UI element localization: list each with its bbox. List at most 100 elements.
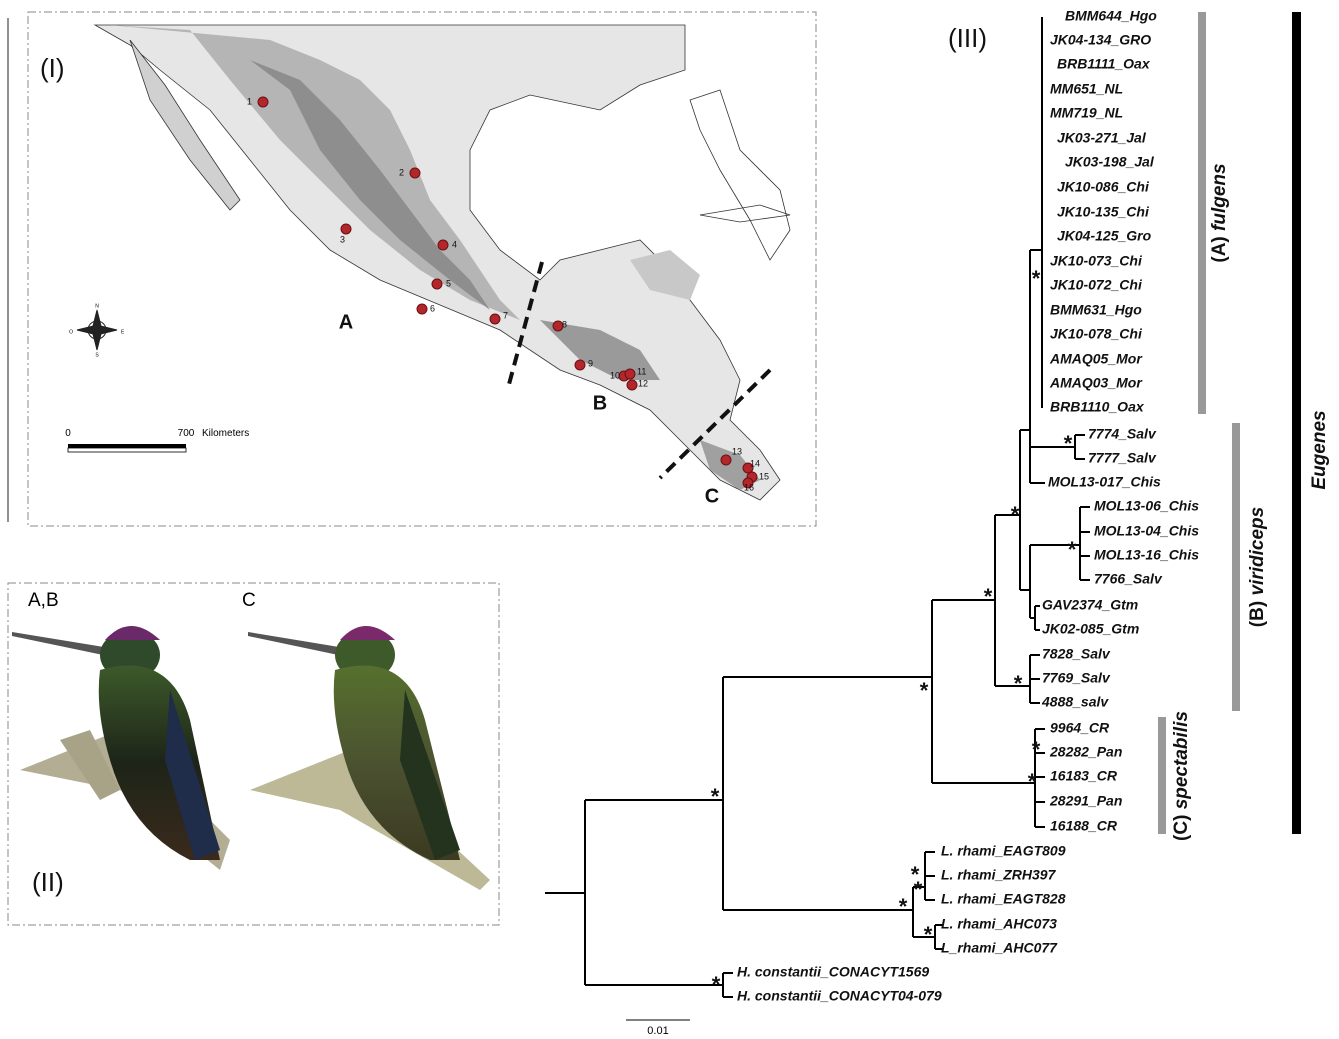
support-star: * [1011, 502, 1020, 527]
tip-label: AMAQ05_Mor [1049, 351, 1143, 367]
bird-label: C [242, 590, 256, 611]
tip-label: L_rhami_AHC077 [941, 940, 1058, 956]
figure: (I)(II)(III)ABC12345678910111213141516NE… [0, 0, 1339, 1039]
tip-label: JK04-134_GRO [1050, 32, 1151, 48]
tip-label: JK10-072_Chi [1050, 277, 1143, 293]
site-dot [625, 369, 635, 379]
site-label: 9 [588, 358, 593, 368]
clade-label: (B) viridiceps [1247, 507, 1268, 627]
support-star: * [899, 894, 908, 919]
site-label: 5 [446, 278, 451, 288]
support-star: * [712, 972, 721, 997]
site-label: 11 [637, 366, 646, 376]
scale-bar [68, 444, 186, 448]
site-label: 10 [610, 370, 620, 380]
site-dot [258, 97, 268, 107]
tip-label: 7828_Salv [1042, 646, 1111, 662]
tip-label: JK10-135_Chi [1057, 204, 1150, 220]
site-dot [627, 380, 637, 390]
clade-bar-c [1158, 717, 1166, 834]
site-dot [721, 455, 731, 465]
clade-prefix: (A) [1209, 236, 1230, 262]
tip-label: 4888_salv [1041, 694, 1109, 710]
panel-label: (III) [948, 23, 987, 53]
tip-label: MOL13-017_Chis [1048, 474, 1161, 490]
tip-label: JK10-073_Chi [1050, 253, 1143, 269]
genus-bar [1292, 12, 1301, 834]
support-star: * [924, 922, 933, 947]
support-star: * [920, 678, 929, 703]
site-label: 7 [503, 310, 508, 320]
site-label: 6 [430, 303, 435, 313]
site-label: 4 [452, 239, 457, 249]
compass-letter: N [95, 303, 99, 309]
panel-label: (I) [40, 53, 65, 83]
clade-bar-a [1198, 12, 1206, 414]
site-dot [490, 314, 500, 324]
clade-bar-b [1232, 423, 1240, 711]
tip-label: L. rhami_EAGT828 [941, 891, 1066, 907]
support-star: * [914, 877, 923, 902]
clade-name: spectabilis [1171, 711, 1192, 809]
tip-label: BRB1110_Oax [1050, 399, 1145, 415]
tip-label: 28282_Pan [1049, 744, 1122, 760]
site-label: 3 [340, 234, 345, 244]
tip-label: MOL13-16_Chis [1094, 547, 1199, 563]
clade-prefix: (C) [1171, 815, 1192, 841]
tip-label: MM651_NL [1050, 81, 1123, 97]
scale-unit: Kilometers [202, 428, 249, 439]
support-star: * [1032, 737, 1041, 762]
site-label: 12 [638, 378, 648, 388]
tip-label: 7769_Salv [1042, 670, 1111, 686]
site-dot [438, 240, 448, 250]
tip-label: MOL13-04_Chis [1094, 523, 1199, 539]
tip-label: BMM644_Hgo [1065, 8, 1157, 24]
region-label: A [339, 311, 353, 333]
genus-label: Eugenes [1309, 410, 1330, 489]
tip-label: BMM631_Hgo [1050, 302, 1142, 318]
site-label: 13 [732, 446, 742, 456]
site-label: 15 [759, 471, 769, 481]
site-label: 8 [562, 319, 567, 329]
tip-label: H. constantii_CONACYT04-079 [737, 988, 942, 1004]
site-label: 14 [750, 458, 760, 468]
site-label: 1 [247, 96, 252, 106]
tip-label: 7766_Salv [1094, 571, 1163, 587]
bird-label: A,B [28, 590, 59, 611]
clade-label: (C) spectabilis [1171, 711, 1192, 841]
tip-label: 9964_CR [1050, 720, 1110, 736]
tip-label: JK03-198_Jal [1065, 154, 1155, 170]
support-star: * [1028, 769, 1037, 794]
tip-label: L. rhami_ZRH397 [941, 867, 1057, 883]
tip-label: JK03-271_Jal [1057, 130, 1147, 146]
scale-end: 700 [178, 428, 195, 439]
compass-letter: O [69, 329, 73, 335]
tip-label: H. constantii_CONACYT1569 [737, 964, 929, 980]
support-star: * [984, 584, 993, 609]
tip-label: JK10-078_Chi [1050, 326, 1143, 342]
clade-label: (A) fulgens [1209, 163, 1230, 262]
support-star: * [1064, 431, 1073, 456]
site-dot [341, 224, 351, 234]
tip-label: MOL13-06_Chis [1094, 498, 1199, 514]
site-dot [575, 360, 585, 370]
panel-label: (II) [32, 867, 64, 897]
tip-label: 16183_CR [1050, 768, 1118, 784]
site-dot [417, 304, 427, 314]
tip-label: JK02-085_Gtm [1042, 621, 1139, 637]
tip-label: AMAQ03_Mor [1049, 375, 1143, 391]
tip-label: 7774_Salv [1088, 426, 1157, 442]
clade-prefix: (B) [1247, 601, 1268, 627]
site-label: 2 [399, 167, 404, 177]
support-star: * [1032, 266, 1041, 291]
tip-label: BRB1111_Oax [1057, 56, 1151, 72]
tip-label: 16188_CR [1050, 818, 1118, 834]
tip-label: MM719_NL [1050, 105, 1123, 121]
site-dot [432, 279, 442, 289]
support-star: * [1014, 671, 1023, 696]
tip-label: L. rhami_AHC073 [941, 916, 1057, 932]
tree-scale-label: 0.01 [647, 1025, 668, 1037]
site-label: 16 [744, 482, 754, 492]
tip-label: L. rhami_EAGT809 [941, 843, 1066, 859]
tip-label: JK10-086_Chi [1057, 179, 1150, 195]
